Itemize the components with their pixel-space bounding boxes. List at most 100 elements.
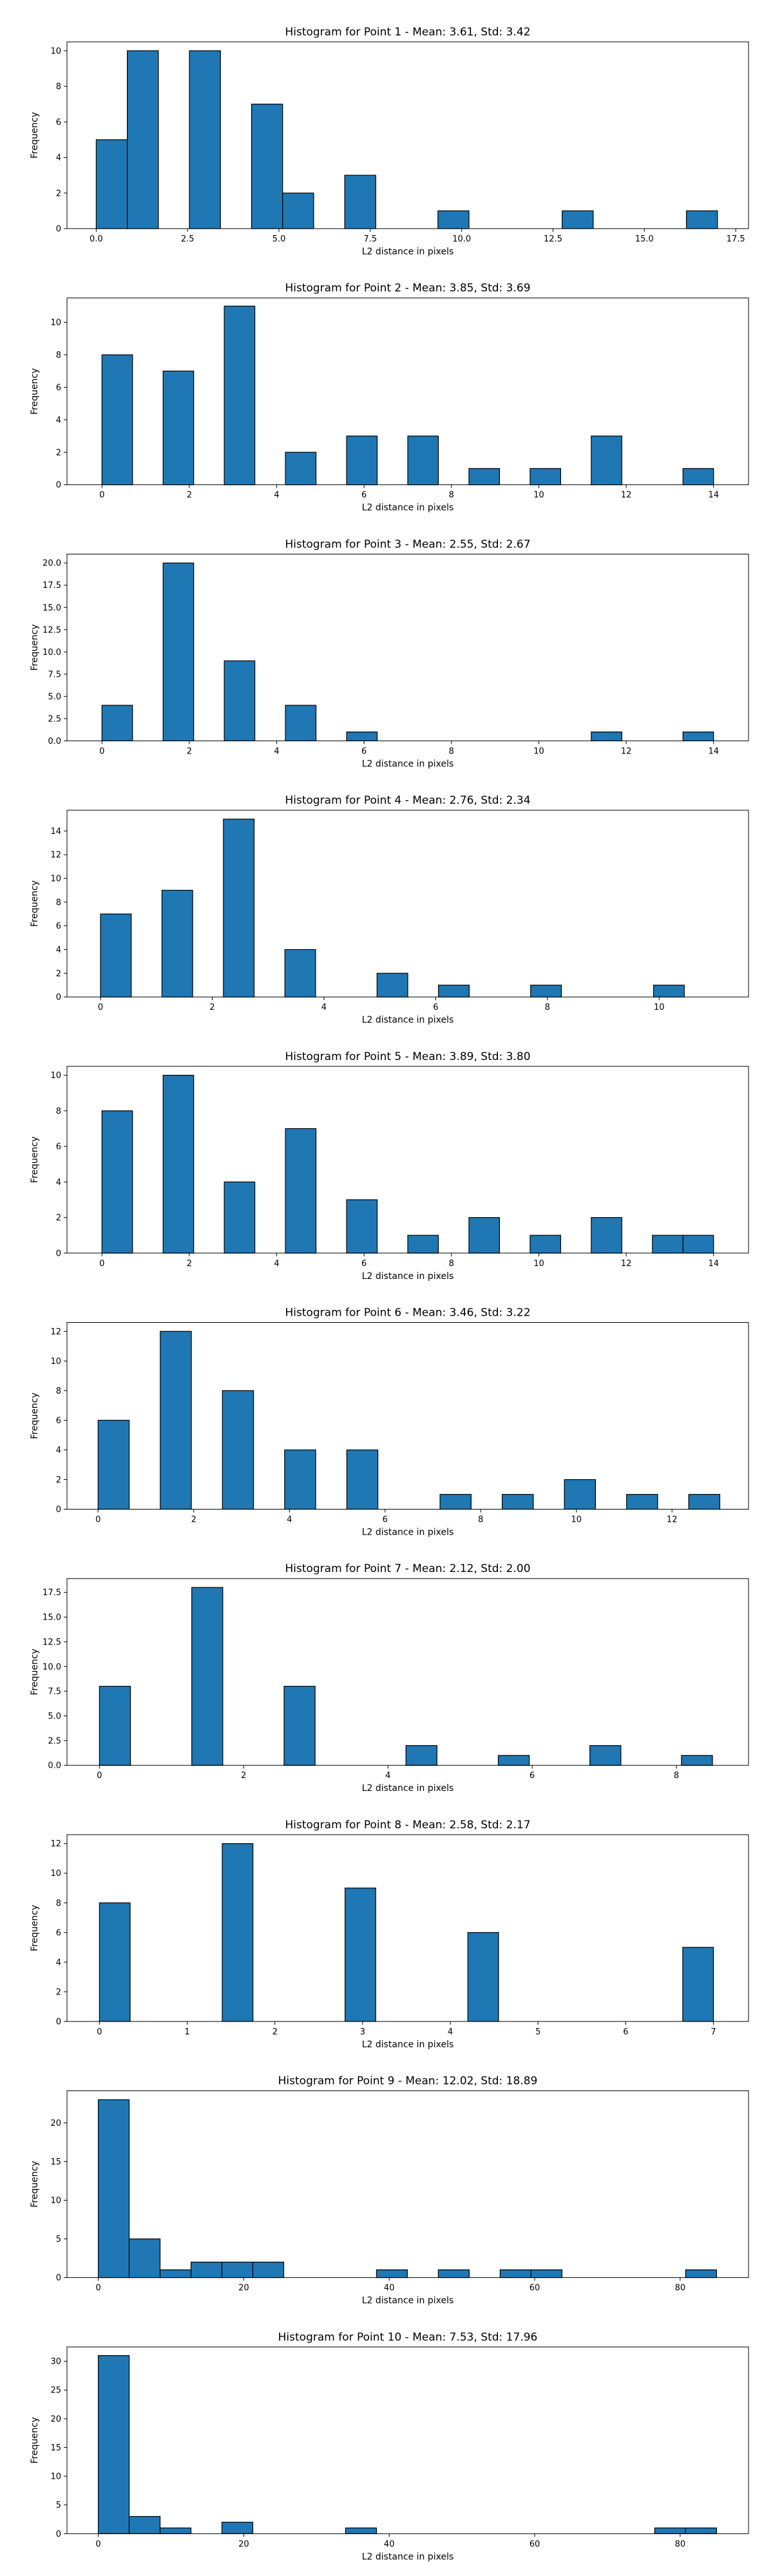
x-tick-label: 10: [571, 1515, 582, 1525]
histogram-bar: [224, 305, 256, 486]
histogram-bar: [681, 1755, 713, 1766]
x-tick-label: 0: [95, 2284, 100, 2293]
x-tick-label: 0: [97, 2027, 102, 2037]
histogram-bar: [128, 2515, 161, 2534]
histogram-bar: [497, 1755, 530, 1766]
y-tick-label: 20: [50, 2414, 61, 2424]
y-axis-label: Frequency: [30, 112, 40, 158]
histogram-bar: [437, 2269, 470, 2278]
histogram-bar: [346, 1199, 378, 1254]
y-tick-label: 8: [56, 1106, 61, 1116]
histogram-bar: [562, 210, 594, 229]
y-tick-label: 10.0: [43, 1662, 61, 1672]
x-axis-label: L2 distance in pixels: [362, 2296, 454, 2306]
histogram-bar: [285, 451, 317, 486]
x-tick-label: 8: [449, 1259, 454, 1269]
chart-title: Histogram for Point 2 - Mean: 3.85, Std:…: [285, 282, 530, 295]
y-tick-label: 14: [50, 827, 61, 837]
x-tick-label: 6: [623, 2027, 628, 2037]
y-tick-label: 0.0: [48, 737, 61, 746]
x-tick-label: 4: [321, 1003, 327, 1012]
plot-frame: [66, 2346, 749, 2534]
x-tick-label: 5.0: [272, 234, 286, 244]
y-tick-label: 0.0: [48, 1761, 61, 1771]
x-tick-label: 0: [95, 1515, 100, 1525]
y-tick-label: 2: [56, 189, 61, 198]
x-tick-label: 80: [675, 2539, 686, 2549]
y-tick-label: 10: [50, 1869, 61, 1879]
x-tick-label: 2: [191, 1515, 196, 1525]
y-tick-label: 0: [56, 2530, 61, 2539]
plot-frame: [66, 553, 749, 741]
x-tick-label: 0: [99, 491, 104, 500]
plot-frame: [66, 1066, 749, 1254]
histogram-bar: [685, 2527, 717, 2534]
y-tick-label: 20.0: [43, 559, 61, 569]
histogram-bar: [222, 1390, 254, 1510]
histogram-bar: [224, 1181, 256, 1254]
histogram-panel-5: Histogram for Point 5 - Mean: 3.89, Std:…: [30, 1050, 749, 1282]
plot-frame: [66, 1322, 749, 1510]
plot-frame: [66, 810, 749, 998]
chart-title: Histogram for Point 10 - Mean: 7.53, Std…: [278, 2331, 538, 2344]
x-tick-label: 40: [384, 2284, 395, 2293]
chart-title: Histogram for Point 5 - Mean: 3.89, Std:…: [285, 1050, 530, 1063]
y-tick-label: 2: [56, 969, 61, 979]
plot-frame: [66, 1834, 749, 2022]
histogram-bar: [654, 2527, 686, 2534]
y-tick-label: 25: [50, 2386, 61, 2396]
x-tick-label: 2: [187, 746, 192, 756]
y-tick-label: 15: [50, 2443, 61, 2453]
y-axis-label: Frequency: [30, 880, 40, 927]
histogram-bar: [346, 435, 378, 486]
y-tick-label: 8: [56, 82, 61, 92]
histogram-bar: [159, 2269, 192, 2278]
y-tick-label: 8: [56, 898, 61, 907]
histogram-bar: [468, 468, 501, 486]
x-tick-label: 0: [98, 1003, 103, 1012]
x-tick-label: 14: [708, 491, 719, 500]
histogram-bar: [282, 193, 314, 229]
histogram-bar: [222, 1843, 254, 2022]
histogram-bar: [161, 889, 193, 998]
y-tick-label: 6: [56, 1142, 61, 1152]
chart-title: Histogram for Point 9 - Mean: 12.02, Std…: [278, 2075, 538, 2088]
histogram-panel-10: Histogram for Point 10 - Mean: 7.53, Std…: [30, 2331, 749, 2562]
y-tick-label: 6: [56, 1416, 61, 1426]
y-tick-label: 10: [50, 46, 61, 56]
y-tick-label: 5: [56, 2501, 61, 2510]
histogram-bar: [283, 1685, 316, 1766]
plot-frame: [66, 41, 749, 229]
y-tick-label: 6: [56, 118, 61, 128]
y-tick-label: 15.0: [43, 1613, 61, 1623]
histogram-bar: [101, 354, 133, 486]
histogram-bar: [285, 705, 317, 741]
histogram-bar: [224, 660, 256, 741]
histogram-bar: [252, 2261, 285, 2278]
x-axis-label: L2 distance in pixels: [362, 1015, 454, 1025]
plot-frame: [66, 1578, 749, 1766]
y-axis-label: Frequency: [30, 2417, 40, 2463]
histogram-bar: [101, 1110, 133, 1254]
y-tick-label: 0: [56, 993, 61, 1003]
y-tick-label: 20: [50, 2119, 61, 2128]
histogram-bar: [407, 1235, 439, 1254]
y-tick-label: 8: [56, 1387, 61, 1396]
x-axis-label: L2 distance in pixels: [362, 1271, 454, 1282]
x-tick-label: 0: [97, 1771, 102, 1781]
chart-title: Histogram for Point 4 - Mean: 2.76, Std:…: [285, 794, 530, 807]
x-tick-label: 6: [361, 491, 367, 500]
histogram-bar: [682, 468, 714, 486]
x-tick-label: 12: [621, 491, 632, 500]
histogram-bar: [685, 2269, 717, 2278]
x-tick-label: 5: [535, 2027, 540, 2037]
x-tick-label: 7: [711, 2027, 716, 2037]
histogram-bar: [100, 913, 132, 998]
histogram-bar: [97, 2099, 130, 2278]
histogram-bar: [405, 1745, 437, 1766]
y-tick-label: 30: [50, 2357, 61, 2367]
y-tick-label: 6: [56, 922, 61, 931]
x-tick-label: 4: [274, 746, 279, 756]
y-tick-label: 12.5: [43, 625, 61, 635]
y-tick-label: 0: [56, 480, 61, 490]
